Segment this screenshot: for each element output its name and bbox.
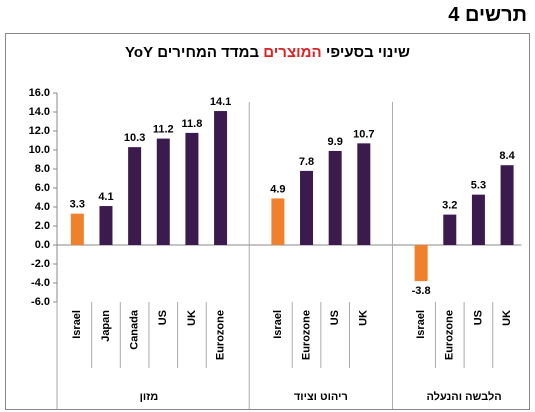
y-tick-label: 4.0 <box>35 201 50 213</box>
y-tick-label: 6.0 <box>35 182 50 194</box>
title-part: שינוי בסעיפי <box>325 44 410 61</box>
group-label: מזון <box>140 391 159 403</box>
bar <box>414 245 428 282</box>
data-label: 4.1 <box>98 191 113 203</box>
x-tick-label: Japan <box>100 310 112 342</box>
x-tick-label: US <box>472 310 484 325</box>
bar <box>300 170 314 245</box>
data-label: -3.8 <box>412 285 431 297</box>
x-tick-label: Eurozone <box>444 310 456 360</box>
data-label: 7.8 <box>299 156 314 168</box>
bar <box>214 111 228 245</box>
data-label: 11.8 <box>182 118 203 130</box>
y-tick-label: -4.0 <box>31 277 50 289</box>
x-tick-label: Israel <box>71 310 83 339</box>
x-tick-label: Eurozone <box>214 310 226 360</box>
x-tick-label: US <box>157 310 169 325</box>
data-label: 5.3 <box>471 180 486 192</box>
data-label: 3.3 <box>70 199 85 211</box>
data-label: 3.2 <box>442 200 457 212</box>
bar <box>185 132 199 245</box>
y-tick-label: 16.0 <box>29 87 50 99</box>
bar <box>357 143 371 245</box>
y-tick-label: 10.0 <box>29 144 50 156</box>
y-tick-label: 14.0 <box>29 106 50 118</box>
data-label: 14.1 <box>210 96 231 108</box>
title-part: במדד המחירים YoY <box>125 44 260 61</box>
x-tick-label: Israel <box>272 310 284 339</box>
bar <box>70 213 84 245</box>
bar <box>156 138 170 245</box>
x-tick-label: Eurozone <box>300 310 312 360</box>
y-tick-label: 12.0 <box>29 125 50 137</box>
chart-number: תרשים 4 <box>448 4 527 26</box>
frame <box>5 33 530 410</box>
group-label: ריהוט וציוד <box>294 391 348 403</box>
y-tick-label: -2.0 <box>31 258 50 270</box>
y-tick-label: 2.0 <box>35 220 50 232</box>
bar <box>471 194 485 245</box>
y-tick-label: 0.0 <box>35 239 50 251</box>
bar <box>328 150 342 245</box>
chart-title: שינוי בסעיפי המוצרים במדד המחירים YoY <box>5 44 530 61</box>
x-tick-label: Canada <box>129 309 141 350</box>
y-tick-label: -6.0 <box>31 296 50 308</box>
bar <box>271 198 285 245</box>
bar <box>443 214 457 245</box>
data-label: 10.3 <box>124 132 145 144</box>
y-tick-label: 8.0 <box>35 163 50 175</box>
data-label: 4.9 <box>270 183 285 195</box>
data-label: 9.9 <box>328 136 343 148</box>
x-tick-label: US <box>329 310 341 325</box>
title-highlight: המוצרים <box>263 44 322 61</box>
bar <box>99 206 113 245</box>
data-label: 11.2 <box>153 124 174 136</box>
data-label: 10.7 <box>353 128 374 140</box>
x-tick-label: UK <box>358 310 370 326</box>
group-label: הלבשה והנעלה <box>426 390 501 403</box>
bar <box>500 165 514 245</box>
x-tick-label: Israel <box>415 310 427 339</box>
x-tick-label: UK <box>186 310 198 326</box>
data-label: 8.4 <box>499 150 515 162</box>
x-tick-label: UK <box>501 310 513 326</box>
bar <box>128 147 142 245</box>
